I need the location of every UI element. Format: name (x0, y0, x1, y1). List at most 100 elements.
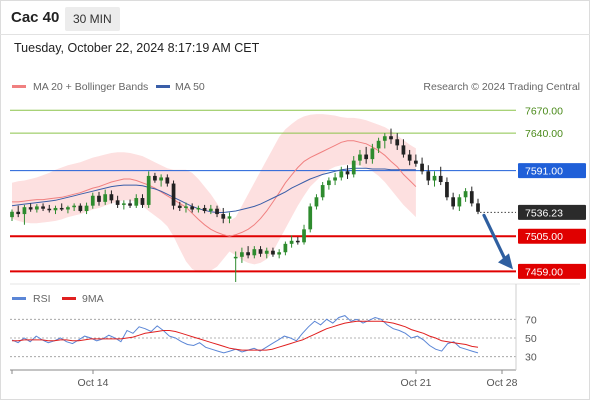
candle-body (146, 175, 151, 205)
ma50-line (11, 167, 416, 213)
level-label-7459.00: 7459.00 (525, 266, 563, 278)
candle-body (277, 252, 282, 255)
candle-body (134, 198, 139, 206)
rsi-panel: 70 50 30 (10, 314, 537, 364)
credit-text: Research © 2024 Trading Central (423, 81, 580, 93)
candle-body (333, 177, 337, 181)
candle-body (295, 240, 300, 243)
candle-body (28, 207, 33, 210)
level-label-bg-7505.00 (518, 228, 586, 244)
ma50-legend-swatch (156, 85, 170, 88)
level-label-bg-7536.23 (518, 204, 586, 220)
candle-body (153, 175, 157, 181)
candle-body (302, 229, 306, 243)
candle-body (202, 207, 207, 212)
rsi-legend-label: RSI (33, 293, 51, 305)
moving-averages (11, 140, 417, 237)
candle-body (41, 206, 45, 209)
candle-body (208, 208, 213, 212)
rsi-tick-50: 50 (525, 333, 537, 345)
projection-arrow-head (498, 253, 513, 270)
candle-body (196, 207, 201, 210)
candle-body (59, 207, 64, 210)
candle-body (227, 216, 232, 219)
candle-body (109, 194, 114, 201)
candle-body (16, 211, 21, 215)
level-label-7536.23: 7536.23 (525, 207, 563, 219)
price-levels (10, 109, 516, 273)
candle-body (184, 206, 188, 208)
candle-body (358, 154, 362, 161)
candle-body (476, 203, 480, 212)
candle-body (121, 203, 126, 205)
bollinger-band-area (12, 114, 416, 273)
candle-body (233, 256, 238, 259)
candle-body (128, 203, 132, 206)
candle-body (370, 148, 375, 160)
candle-body (72, 205, 76, 208)
candle-body (320, 185, 325, 198)
level-label-bg-7459.00 (518, 263, 586, 279)
candle-body (177, 205, 182, 208)
candle-body (215, 208, 219, 215)
candle-body (382, 136, 387, 141)
rsi-tick-30: 30 (525, 352, 537, 364)
candle-body (34, 206, 39, 210)
rsi-line (11, 315, 479, 354)
candle-body (97, 195, 101, 202)
instrument-title: Cac 40 (11, 9, 60, 26)
candle-body (159, 177, 163, 181)
candle-body (22, 207, 27, 215)
ma50-legend-label: MA 50 (175, 81, 205, 93)
x-tick-label: Oct 14 (78, 377, 109, 389)
candle-body (103, 194, 108, 202)
candle-body (327, 180, 331, 186)
candle-body (78, 205, 83, 212)
candle-body (376, 140, 381, 149)
candlesticks (10, 128, 480, 282)
candle-body (90, 195, 95, 206)
candle-body (84, 205, 89, 212)
candle-body (451, 197, 456, 207)
candle-body (140, 198, 145, 205)
candle-body (351, 160, 356, 175)
ma20-legend-label: MA 20 + Bollinger Bands (33, 81, 148, 93)
candle-body (190, 206, 195, 210)
candle-body (66, 207, 70, 210)
legend: MA 20 + Bollinger Bands MA 50 Research ©… (12, 81, 580, 93)
candle-body (10, 211, 14, 218)
ma9-legend-swatch (62, 297, 76, 300)
candle-body (395, 139, 400, 146)
candle-body (165, 177, 170, 184)
x-tick-label: Oct 21 (401, 377, 432, 389)
timeframe-button[interactable]: 30 MIN (65, 7, 120, 31)
rsi-legend-swatch (12, 297, 26, 300)
candle-body (469, 191, 474, 204)
projection-arrow-shaft (482, 213, 508, 263)
candle-body (47, 208, 52, 211)
timestamp: Tuesday, October 22, 2024 8:17:19 AM CET (14, 41, 260, 55)
candle-body (432, 175, 437, 181)
candle-body (457, 197, 462, 207)
ma20-legend-swatch (12, 85, 26, 88)
candle-body (283, 243, 288, 253)
candle-body (420, 163, 424, 172)
rsi-ma-line (12, 320, 479, 351)
candle-body (308, 206, 313, 230)
projection (480, 211, 516, 270)
candle-body (463, 191, 468, 198)
candle-body (289, 240, 294, 244)
candle-body (389, 136, 393, 140)
level-label-7505.00: 7505.00 (525, 231, 563, 243)
candle-body (314, 197, 319, 207)
candle-body (414, 160, 418, 164)
level-label-7591.00: 7591.00 (525, 166, 563, 178)
rsi-legend: RSI 9MA (12, 293, 104, 305)
candle-body (115, 200, 120, 205)
candle-body (264, 250, 269, 254)
level-label-7670.00: 7670.00 (525, 105, 563, 117)
candle-body (445, 182, 449, 198)
candle-body (258, 249, 263, 254)
candle-body (364, 154, 369, 160)
